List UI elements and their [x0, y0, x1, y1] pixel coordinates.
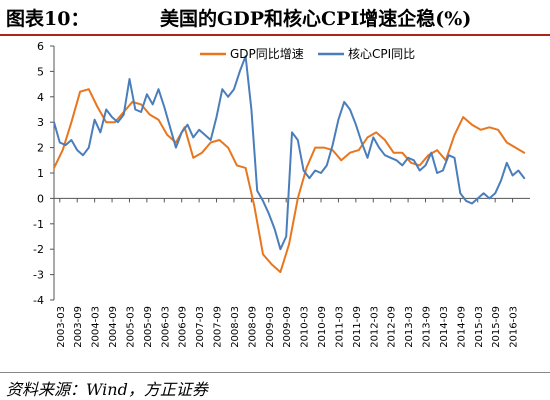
- x-tick-label: 2005-09: [143, 306, 154, 348]
- x-tick-label: 2007-03: [195, 306, 206, 348]
- y-tick-label: 1: [37, 167, 44, 180]
- x-tick-label: 2008-09: [247, 306, 258, 348]
- x-tick-label: 2013-03: [404, 306, 415, 348]
- x-tick-label: 2009-09: [282, 306, 293, 348]
- title-divider: [0, 34, 550, 36]
- y-tick-label: 5: [37, 65, 44, 78]
- x-tick-label: 2015-03: [474, 306, 485, 348]
- y-tick-label: -3: [33, 269, 44, 282]
- x-tick-label: 2003-03: [56, 306, 67, 348]
- y-tick-label: 0: [37, 192, 44, 205]
- x-tick-label: 2005-03: [125, 306, 136, 348]
- x-tick-label: 2004-09: [108, 306, 119, 348]
- y-tick-label: -1: [33, 218, 44, 231]
- x-tick-label: 2003-09: [73, 306, 84, 348]
- x-tick-label: 2011-03: [334, 306, 345, 348]
- x-tick-label: 2010-09: [317, 306, 328, 348]
- y-tick-label: 6: [37, 40, 44, 53]
- y-tick-label: 2: [37, 142, 44, 155]
- x-tick-label: 2016-03: [509, 306, 520, 348]
- x-tick-label: 2012-09: [387, 306, 398, 348]
- x-tick-label: 2010-03: [300, 306, 311, 348]
- figure-header: 图表10： 美国的GDP和核心CPI增速企稳(%): [0, 0, 550, 34]
- footer-divider: [0, 372, 550, 373]
- line-chart: 6 5 4 3 2 1 0 -1 -2 -3 -4 2003-03 2003-09 2004-03 2004…: [33, 40, 530, 348]
- figure-label: 图表10：: [6, 8, 90, 30]
- y-tick-label: 3: [37, 116, 44, 129]
- x-tick-label: 2012-03: [369, 306, 380, 348]
- y-tick-label: -2: [33, 243, 44, 256]
- x-tick-label: 2015-09: [491, 306, 502, 348]
- x-tick-label: 2007-09: [213, 306, 224, 348]
- x-tick-label: 2008-03: [230, 306, 241, 348]
- x-tick-label: 2004-03: [91, 306, 102, 348]
- x-tick-label: 2014-09: [456, 306, 467, 348]
- x-tick-label: 2013-09: [422, 306, 433, 348]
- x-tick-label: 2011-09: [352, 306, 363, 348]
- x-tick-label: 2014-03: [439, 306, 450, 348]
- y-tick-label: -4: [33, 294, 44, 307]
- legend-core-cpi-label: 核心CPI同比: [348, 47, 415, 61]
- x-tick-label: 2006-03: [160, 306, 171, 348]
- chart-area: 6 5 4 3 2 1 0 -1 -2 -3 -4 2003-03 2003-09 2004-03 2004…: [0, 37, 550, 370]
- x-tick-label: 2009-03: [265, 306, 276, 348]
- legend-gdp-label: GDP同比增速: [230, 47, 304, 61]
- chart-title: 美国的GDP和核心CPI增速企稳(%): [160, 8, 472, 30]
- y-tick-label: 4: [37, 91, 44, 104]
- source-note: 资料来源：Wind，方正证券: [6, 380, 208, 399]
- core-cpi-series-line: [53, 55, 526, 251]
- x-tick-label: 2006-09: [178, 306, 189, 348]
